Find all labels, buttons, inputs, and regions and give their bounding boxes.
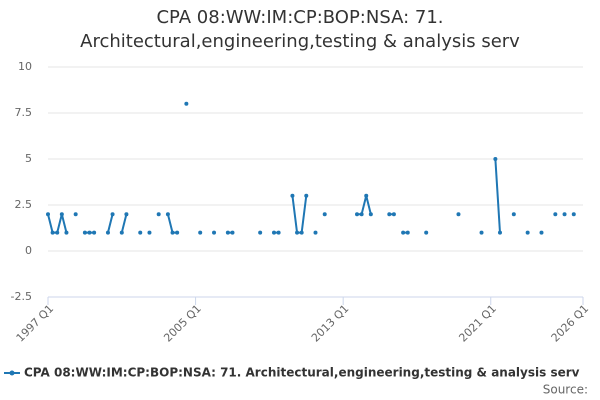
data-point [271,230,276,235]
legend-label: CPA 08:WW:IM:CP:BOP:NSA: 71. Architectur… [24,366,580,380]
data-point [124,212,129,217]
data-point [230,230,235,235]
data-point [175,230,180,235]
data-point [571,212,576,217]
y-tick-label: 7.5 [15,106,33,119]
data-point [59,212,64,217]
chart-title: CPA 08:WW:IM:CP:BOP:NSA: 71. Architectur… [80,7,520,52]
data-point [456,212,461,217]
data-point [92,230,97,235]
data-point [258,230,263,235]
data-point [46,212,50,217]
data-point [497,230,502,235]
data-point [170,230,175,235]
data-point [198,230,203,235]
data-point [479,230,484,235]
legend-marker [9,370,15,376]
data-point [82,230,87,235]
data-point [313,230,318,235]
y-tick-label: 5 [25,152,32,165]
data-point [138,230,143,235]
data-point [322,212,327,217]
data-point [525,230,530,235]
data-point [299,230,304,235]
data-point [64,230,69,235]
data-point [405,230,410,235]
data-point [55,230,60,235]
data-point [105,230,110,235]
data-point [493,157,498,161]
x-tick-label: 2005 Q1 [161,302,204,345]
x-tick-label: 1997 Q1 [14,302,57,345]
data-point [147,230,152,235]
data-point [355,212,360,217]
data-point [359,212,364,217]
y-tick-label: -2.5 [11,290,32,303]
data-point [73,212,78,217]
data-point [539,230,544,235]
y-tick-label: 0 [25,244,32,257]
data-point [295,230,300,235]
y-tick-label: 10 [18,60,32,73]
x-tick-label: 2021 Q1 [456,302,499,345]
source: Source: [543,383,588,397]
data-point [156,212,161,217]
data-point [165,212,170,217]
data-point [562,212,567,217]
data-point [553,212,558,217]
data-point [212,230,217,235]
x-tick-label: 2013 Q1 [309,302,352,345]
data-point [511,212,516,217]
data-point [119,230,124,235]
data-point [304,193,309,198]
y-tick-label: 2.5 [15,198,33,211]
x-tick-label: 2026 Q1 [549,302,592,345]
data-point [87,230,92,235]
data-point [110,212,115,217]
data-point [290,193,295,198]
data-point [184,101,189,106]
data-point [387,212,392,217]
data-point [50,230,55,235]
data-point [368,212,373,217]
series-line [48,159,574,233]
data-point [364,193,369,198]
data-point [391,212,396,217]
data-point [276,230,281,235]
data-point [401,230,406,235]
data-point [225,230,230,235]
data-point [424,230,429,235]
